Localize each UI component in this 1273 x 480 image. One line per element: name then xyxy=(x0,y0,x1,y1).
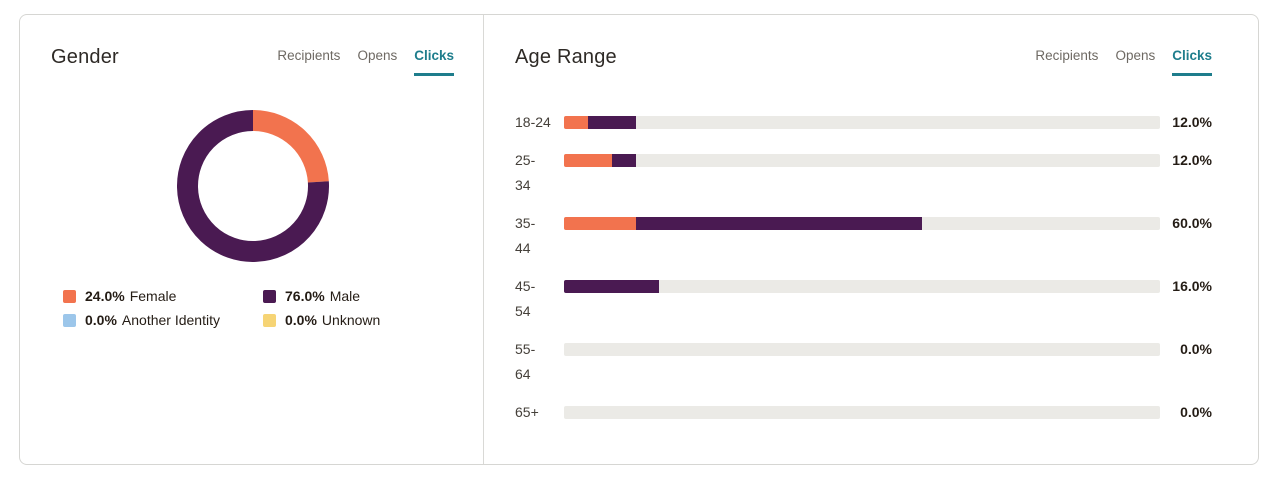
male-swatch-icon xyxy=(263,289,276,303)
gender-donut-svg xyxy=(176,110,329,262)
legend-value: 0.0% xyxy=(285,312,317,328)
legend-label: Another Identity xyxy=(121,312,220,328)
gender-tabs: Recipients Opens Clicks xyxy=(277,45,454,76)
age-range-label: 35- 44 xyxy=(515,215,536,256)
age-range-bar-track xyxy=(564,343,1160,356)
age-range-panel: Age Range Recipients Opens Clicks 18-24 1… xyxy=(484,15,1258,464)
age-range-row: 18-24 12.0% xyxy=(515,110,1212,135)
legend-item: 0.0% Unknown xyxy=(263,313,463,327)
age-range-percent: 0.0% xyxy=(1180,404,1212,420)
bar-segment-female xyxy=(564,116,588,129)
another-identity-swatch-icon xyxy=(63,313,76,327)
age-range-label: 65+ xyxy=(515,404,539,420)
age-range-percent: 0.0% xyxy=(1180,341,1212,357)
age-range-row: 35- 44 60.0% xyxy=(515,211,1212,261)
donut-slice-male xyxy=(176,110,329,262)
age-range-bar xyxy=(564,400,1160,425)
gender-panel-title: Gender xyxy=(51,46,119,68)
age-range-bar-track xyxy=(564,116,1160,129)
age-range-bar-track xyxy=(564,406,1160,419)
donut-slice-female xyxy=(252,110,329,183)
age-range-panel-title: Age Range xyxy=(515,46,617,68)
bar-segment-female xyxy=(564,217,636,230)
age-range-bar xyxy=(564,110,1160,135)
age-range-row: 65+ 0.0% xyxy=(515,400,1212,425)
legend-label: Unknown xyxy=(321,312,381,328)
legend-value: 0.0% xyxy=(85,312,117,328)
gender-tab-clicks[interactable]: Clicks xyxy=(414,48,454,76)
bar-segment-female xyxy=(564,154,612,167)
age-range-label: 18-24 xyxy=(515,114,551,130)
female-swatch-icon xyxy=(63,289,76,303)
legend-item: 24.0% Female xyxy=(63,289,263,303)
bar-segment-male xyxy=(635,217,922,230)
bar-segment-male xyxy=(611,154,636,167)
age-range-row: 55- 64 0.0% xyxy=(515,337,1212,387)
age-range-label: 55- 64 xyxy=(515,341,536,382)
age-range-tabs: Recipients Opens Clicks xyxy=(1035,45,1212,76)
age-range-bar xyxy=(564,148,1160,173)
bar-segment-male xyxy=(564,280,660,293)
age-range-label: 45- 54 xyxy=(515,278,536,319)
gender-tab-recipients[interactable]: Recipients xyxy=(277,48,341,63)
unknown-swatch-icon xyxy=(263,313,276,327)
age-range-bar xyxy=(564,337,1160,362)
demographics-card: Gender Recipients Opens Clicks 24.0% Fem… xyxy=(19,14,1259,465)
age-range-bar-track xyxy=(564,154,1160,167)
age-tab-opens[interactable]: Opens xyxy=(1115,48,1156,63)
legend-label: Female xyxy=(129,288,177,304)
age-range-rows: 18-24 12.0% 25- 34 12.0% 35- 44 60.0% 45- 54 16… xyxy=(515,110,1212,425)
gender-panel-header: Gender Recipients Opens Clicks xyxy=(51,45,454,76)
age-range-percent: 60.0% xyxy=(1172,215,1212,231)
age-range-panel-header: Age Range Recipients Opens Clicks xyxy=(515,45,1212,76)
legend-label: Male xyxy=(329,288,361,304)
age-range-row: 25- 34 12.0% xyxy=(515,148,1212,198)
age-range-bar-track xyxy=(564,280,1160,293)
age-range-percent: 12.0% xyxy=(1172,152,1212,168)
gender-panel: Gender Recipients Opens Clicks 24.0% Fem… xyxy=(20,15,484,464)
age-range-bar xyxy=(564,274,1160,299)
legend-item: 0.0% Another Identity xyxy=(63,313,263,327)
bar-segment-male xyxy=(587,116,636,129)
gender-legend: 24.0% Female 76.0% Male 0.0% Another Ide… xyxy=(63,289,454,327)
age-tab-clicks[interactable]: Clicks xyxy=(1172,48,1212,76)
legend-value: 24.0% xyxy=(85,288,125,304)
legend-value: 76.0% xyxy=(285,288,325,304)
gender-donut-chart xyxy=(51,110,454,262)
age-range-percent: 12.0% xyxy=(1172,114,1212,130)
age-range-bar-track xyxy=(564,217,1160,230)
age-range-bar xyxy=(564,211,1160,236)
age-range-row: 45- 54 16.0% xyxy=(515,274,1212,324)
age-range-percent: 16.0% xyxy=(1172,278,1212,294)
age-tab-recipients[interactable]: Recipients xyxy=(1035,48,1099,63)
gender-tab-opens[interactable]: Opens xyxy=(357,48,398,63)
legend-item: 76.0% Male xyxy=(263,289,463,303)
age-range-label: 25- 34 xyxy=(515,152,536,193)
